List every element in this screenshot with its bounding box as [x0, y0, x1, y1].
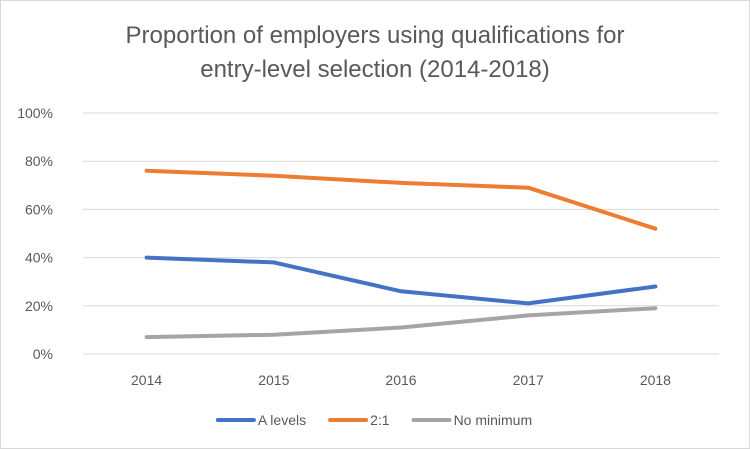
chart-title-line-1: Proportion of employers using qualificat… — [125, 22, 625, 49]
chart-title-line-2: entry-level selection (2014-2018) — [200, 56, 550, 83]
chart-title: Proportion of employers using qualificat… — [1, 19, 749, 87]
gridlines — [83, 112, 719, 355]
y-tick-label: 0% — [33, 346, 53, 362]
series-line-no-minimum — [144, 306, 658, 340]
legend-label: No minimum — [454, 412, 533, 428]
y-tick-label: 60% — [25, 201, 53, 217]
y-tick-label: 40% — [25, 250, 53, 266]
legend-label: A levels — [258, 412, 306, 428]
series-line-2-1 — [144, 168, 658, 231]
x-tick-label: 2015 — [258, 372, 289, 388]
x-tick-label: 2014 — [131, 372, 162, 388]
x-tick-label: 2016 — [385, 372, 416, 388]
legend-label: 2:1 — [370, 412, 390, 428]
series-line-a-levels — [144, 255, 658, 306]
y-tick-label: 20% — [25, 298, 53, 314]
x-axis-tick-labels: 2014 2015 2016 2017 2018 — [131, 372, 671, 388]
legend: A levels 2:1 No minimum — [215, 412, 533, 428]
y-tick-label: 100% — [17, 105, 53, 121]
x-tick-label: 2018 — [640, 372, 671, 388]
y-axis-tick-labels: 0% 20% 40% 60% 80% 100% — [17, 105, 53, 362]
series-lines — [144, 168, 658, 340]
x-tick-label: 2017 — [513, 372, 544, 388]
y-tick-label: 80% — [25, 153, 53, 169]
